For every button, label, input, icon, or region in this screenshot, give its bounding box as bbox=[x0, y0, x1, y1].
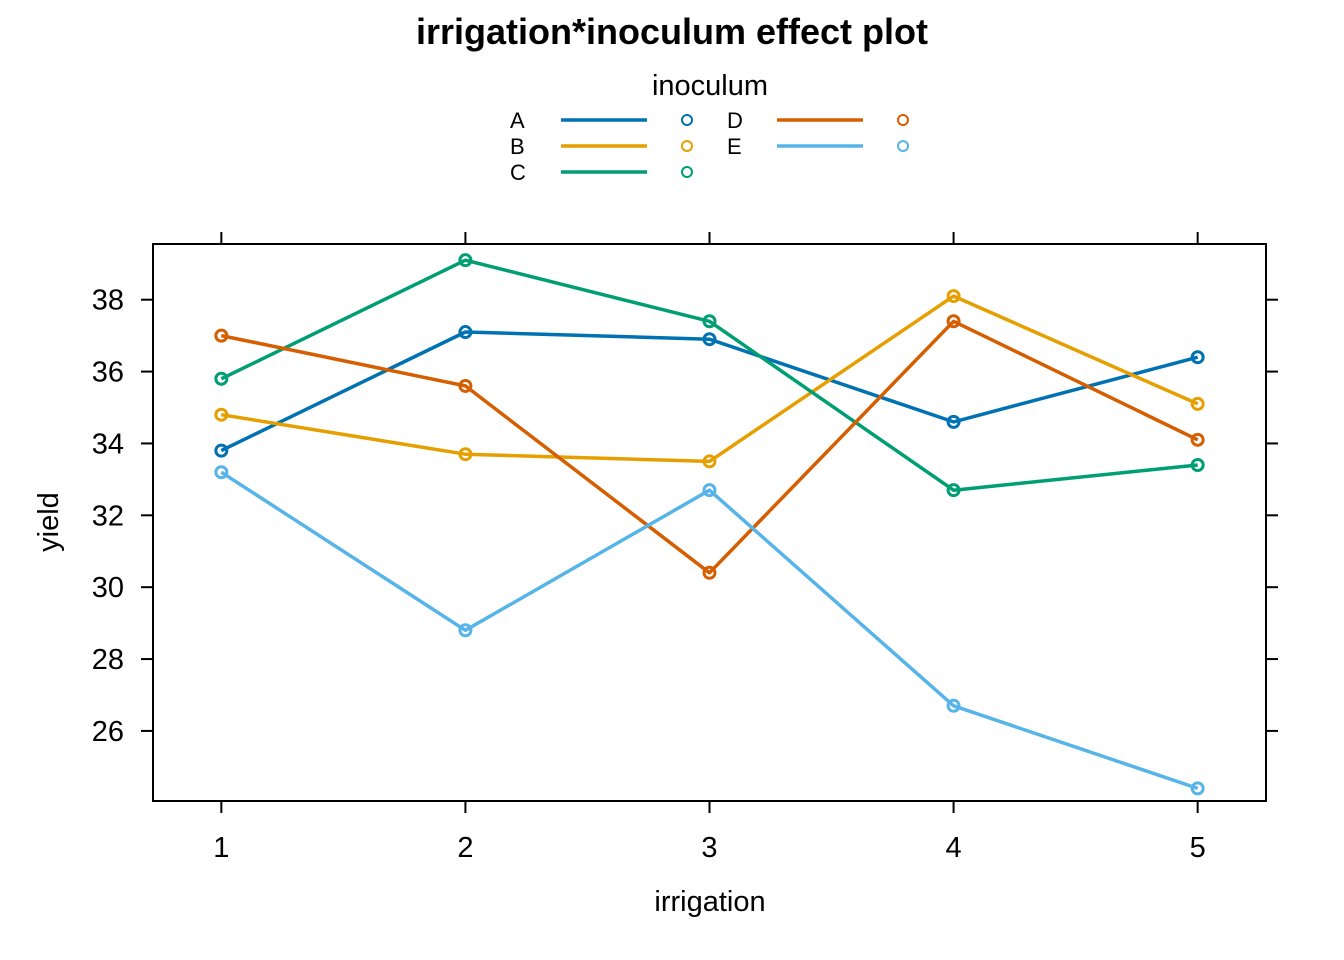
x-axis: 1 2 3 4 5 bbox=[213, 232, 1206, 864]
x-tick-label: 5 bbox=[1190, 832, 1206, 864]
legend-item-b: B bbox=[510, 134, 693, 159]
data-point bbox=[702, 454, 717, 469]
legend-title: inoculum bbox=[652, 70, 768, 102]
data-point bbox=[1190, 781, 1205, 796]
data-point bbox=[214, 443, 229, 458]
series-a bbox=[214, 325, 1205, 458]
x-axis-label: irrigation bbox=[654, 886, 765, 918]
x-tick-label: 1 bbox=[213, 832, 229, 864]
data-point bbox=[946, 289, 961, 304]
legend-entries: ABC DE bbox=[510, 108, 909, 185]
data-point bbox=[946, 314, 961, 329]
data-point bbox=[702, 314, 717, 329]
data-point bbox=[458, 447, 473, 462]
y-tick-label: 28 bbox=[92, 644, 124, 676]
legend-item-a: A bbox=[510, 108, 693, 133]
y-tick-label: 38 bbox=[92, 285, 124, 317]
data-point bbox=[946, 698, 961, 713]
y-tick-label: 30 bbox=[92, 572, 124, 604]
legend-label: D bbox=[727, 108, 743, 133]
series-line-e bbox=[220, 470, 1199, 791]
data-point bbox=[1190, 432, 1205, 447]
legend-point-swatch bbox=[681, 166, 693, 178]
data-point bbox=[702, 483, 717, 498]
data-point bbox=[1190, 458, 1205, 473]
chart-title: irrigation*inoculum effect plot bbox=[416, 11, 928, 52]
data-point bbox=[458, 253, 473, 268]
y-axis-label: yield bbox=[33, 492, 65, 552]
legend-point-swatch bbox=[897, 140, 909, 152]
data-point bbox=[946, 483, 961, 498]
data-point bbox=[1190, 396, 1205, 411]
data-point bbox=[458, 623, 473, 638]
series-line-a bbox=[220, 330, 1199, 453]
x-tick-label: 2 bbox=[457, 832, 473, 864]
legend-point-swatch bbox=[681, 140, 693, 152]
series-line-c bbox=[220, 258, 1198, 492]
data-point bbox=[458, 325, 473, 340]
y-tick-label: 26 bbox=[92, 716, 124, 748]
data-point bbox=[1190, 350, 1205, 365]
data-point bbox=[946, 414, 961, 429]
legend-label: A bbox=[510, 108, 525, 133]
legend-label: C bbox=[510, 160, 526, 185]
data-point bbox=[214, 371, 229, 386]
legend-point-swatch bbox=[897, 114, 909, 126]
data-point bbox=[702, 332, 717, 347]
series-line-b bbox=[221, 294, 1199, 464]
y-tick-label: 32 bbox=[92, 500, 124, 532]
data-point bbox=[458, 378, 473, 393]
series-b bbox=[214, 289, 1205, 469]
x-tick-label: 4 bbox=[946, 832, 962, 864]
y-axis: 26 28 30 32 34 36 38 bbox=[92, 285, 1278, 748]
x-tick-label: 3 bbox=[701, 832, 717, 864]
series-group bbox=[214, 253, 1205, 796]
y-tick-label: 36 bbox=[92, 357, 124, 389]
data-point bbox=[214, 465, 229, 480]
data-point bbox=[702, 565, 717, 580]
legend-item-e: E bbox=[727, 134, 909, 159]
legend-label: B bbox=[510, 134, 525, 159]
legend-label: E bbox=[727, 134, 742, 159]
data-point bbox=[214, 407, 229, 422]
legend: inoculum ABC DE bbox=[510, 70, 909, 185]
data-point bbox=[214, 328, 229, 343]
series-e bbox=[214, 465, 1205, 796]
legend-item-d: D bbox=[727, 108, 909, 133]
series-line-d bbox=[220, 319, 1199, 575]
y-tick-label: 34 bbox=[92, 428, 124, 460]
legend-point-swatch bbox=[681, 114, 693, 126]
series-c bbox=[214, 253, 1205, 498]
series-d bbox=[214, 314, 1205, 580]
legend-item-c: C bbox=[510, 160, 693, 185]
